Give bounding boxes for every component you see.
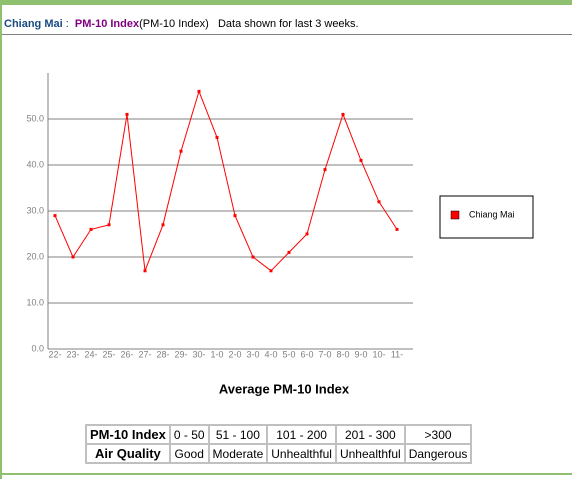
table-cell: Air Quality [85, 443, 171, 464]
index-note: (PM-10 Index) [139, 18, 209, 30]
series-line [54, 89, 398, 272]
data-point [287, 250, 291, 254]
x-tick-label: 1-0 [210, 349, 223, 359]
period: Data shown for last 3 weeks. [217, 18, 359, 30]
table-cell: Moderate [207, 443, 269, 464]
data-point [53, 214, 57, 218]
data-point [143, 269, 147, 273]
data-point [161, 223, 165, 227]
separator: : [65, 18, 69, 30]
x-tick-label: 10- [372, 349, 385, 359]
y-tick-label: 10.0 [26, 297, 44, 307]
data-point [215, 135, 219, 139]
x-tick-label: 29- [174, 349, 187, 359]
data-point [269, 269, 273, 273]
x-tick-label: 4-0 [264, 349, 277, 359]
data-point [323, 168, 327, 172]
data-point [89, 227, 93, 231]
x-tick-label: 8-0 [336, 349, 349, 359]
city: Chiang Mai [4, 18, 63, 30]
y-tick-label: 40.0 [26, 159, 44, 169]
data-point [125, 112, 129, 116]
x-tick-label: 7-0 [318, 349, 331, 359]
y-tick-label: 20.0 [26, 251, 44, 261]
data-point [359, 158, 363, 162]
data-point [197, 89, 201, 93]
data-point [395, 227, 399, 231]
x-tick-label: 2-0 [228, 349, 241, 359]
legend-label: Chiang Mai [469, 209, 515, 219]
top-bar [0, 0, 572, 5]
index-name: PM-10 Index [74, 18, 140, 30]
x-tick-label: 9-0 [354, 349, 367, 359]
x-tick-label: 25- [102, 349, 115, 359]
header-rule [2, 34, 572, 35]
x-axis-title: Average PM-10 Index [219, 381, 350, 396]
chart: Average PM-10 Index 0.0 10.0 20.0 30.0 40.0 5… [26, 73, 534, 396]
x-tick-label: 26- [120, 349, 133, 359]
legend-swatch [450, 210, 460, 220]
data-point [305, 232, 309, 236]
y-tick-label: 50.0 [26, 113, 44, 123]
y-tick-label: 30.0 [26, 205, 44, 215]
table-cell: 201 - 300 [334, 424, 406, 445]
table-cell: 101 - 200 [266, 424, 337, 445]
table-cell: Good [168, 443, 210, 464]
data-point [377, 200, 381, 204]
x-tick-label: 22- [48, 349, 61, 359]
x-tick-label: 5-0 [282, 349, 295, 359]
table-row: PM-10 Index 0 - 50 51 - 100 101 - 200 201 - … [85, 424, 473, 445]
x-tick-label: 11- [391, 349, 403, 359]
x-tick-label: 24- [84, 349, 97, 359]
x-tick-label: 23- [66, 349, 79, 359]
table-cell: >300 [403, 424, 473, 445]
bottom-bar [0, 473, 572, 475]
table-row: Air Quality Good Moderate Unhealthful Unheal… [85, 443, 473, 464]
data-point [251, 255, 255, 259]
left-bar [0, 0, 2, 479]
data-point [341, 112, 345, 116]
data-point [179, 149, 183, 153]
x-tick-label: 28- [156, 349, 169, 359]
x-tick-label: 6-0 [300, 349, 313, 359]
table-cell: Unhealthful [266, 443, 337, 464]
y-tick-label: 0.0 [31, 343, 44, 353]
x-tick-label: 30- [192, 349, 205, 359]
x-tick-label: 27- [138, 349, 151, 359]
header: Chiang Mai : PM-10 Index(PM-10 Index) Da… [4, 18, 359, 30]
table-cell: Dangerous [403, 443, 473, 464]
table-cell: 0 - 50 [168, 424, 210, 445]
data-point [107, 223, 111, 227]
table-cell: Unhealthful [334, 443, 406, 464]
data-point [233, 214, 237, 218]
table-cell: PM-10 Index [85, 424, 171, 445]
x-tick-label: 3-0 [246, 349, 259, 359]
aqi-table: PM-10 Index 0 - 50 51 - 100 101 - 200 201 - … [85, 424, 473, 464]
data-point [71, 255, 75, 259]
table-cell: 51 - 100 [207, 424, 269, 445]
